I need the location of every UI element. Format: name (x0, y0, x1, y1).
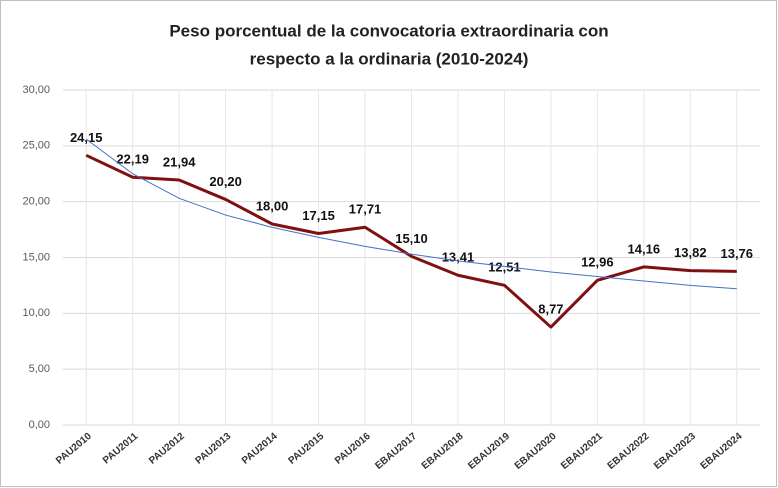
data-label: 13,41 (442, 250, 475, 265)
data-label: 17,15 (302, 208, 335, 223)
y-tick-label: 10,00 (22, 307, 50, 319)
y-tick-label: 15,00 (22, 251, 50, 263)
data-label: 24,15 (70, 130, 103, 145)
data-line (85, 153, 737, 329)
y-tick-label: 0,00 (29, 419, 50, 431)
chart-title: respecto a la ordinaria (2010-2024) (250, 49, 529, 68)
trend-line (85, 138, 737, 290)
y-tick-label: 20,00 (22, 196, 50, 208)
data-label: 14,16 (628, 241, 661, 256)
data-label: 15,10 (395, 231, 428, 246)
data-label: 8,77 (538, 302, 563, 317)
data-label: 12,96 (581, 255, 614, 270)
data-label: 22,19 (116, 152, 149, 167)
data-label: 21,94 (163, 154, 196, 169)
y-tick-label: 30,00 (22, 84, 50, 96)
data-label: 12,51 (488, 260, 521, 275)
chart-title: Peso porcentual de la convocatoria extra… (169, 21, 608, 40)
data-label: 17,71 (349, 202, 382, 217)
data-label: 13,82 (674, 245, 707, 260)
data-label: 13,76 (720, 246, 753, 261)
data-label: 18,00 (256, 198, 289, 213)
data-label: 20,20 (209, 174, 242, 189)
y-tick-label: 25,00 (22, 140, 50, 152)
y-tick-label: 5,00 (29, 363, 50, 375)
